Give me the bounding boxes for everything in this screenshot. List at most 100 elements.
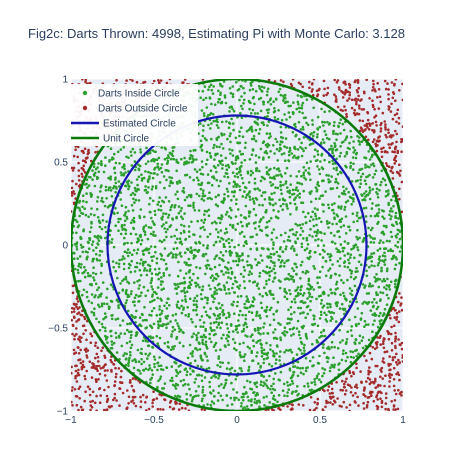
dart-inside-point [335, 222, 339, 226]
dart-inside-point [306, 123, 310, 127]
dart-outside-point [388, 372, 392, 376]
dart-inside-point [312, 224, 316, 228]
dart-inside-point [102, 317, 105, 321]
dart-inside-point [232, 388, 235, 391]
dart-inside-point [221, 201, 225, 205]
dart-outside-point [95, 380, 98, 384]
dart-inside-point [134, 198, 138, 202]
dart-inside-point [119, 217, 122, 221]
dart-inside-point [266, 386, 270, 390]
dart-inside-point [231, 171, 235, 174]
dart-inside-point [200, 219, 203, 222]
dart-outside-point [344, 389, 348, 392]
dart-inside-point [255, 314, 258, 318]
dart-inside-point [168, 304, 171, 307]
dart-inside-point [209, 392, 213, 395]
dart-inside-point [227, 343, 230, 347]
dart-outside-point [387, 165, 391, 168]
dart-inside-point [113, 152, 116, 156]
dart-inside-point [152, 290, 156, 294]
dart-inside-point [209, 156, 213, 159]
dart-inside-point [166, 322, 170, 325]
dart-inside-point [286, 186, 289, 189]
dart-inside-point [89, 213, 93, 216]
dart-inside-point [217, 97, 221, 101]
dart-inside-point [192, 204, 195, 207]
dart-inside-point [97, 239, 101, 242]
dart-inside-point [246, 335, 249, 338]
dart-outside-point [371, 128, 374, 132]
dart-inside-point [343, 265, 347, 268]
dart-outside-point [112, 398, 115, 402]
dart-inside-point [303, 94, 306, 98]
dart-inside-point [285, 297, 289, 301]
dart-inside-point [181, 217, 184, 221]
dart-inside-point [329, 276, 332, 280]
dart-inside-point [231, 149, 234, 152]
dart-inside-point [233, 175, 237, 178]
dart-inside-point [302, 166, 306, 169]
dart-outside-point [81, 408, 85, 411]
dart-inside-point [202, 306, 206, 309]
dart-inside-point [135, 178, 139, 181]
dart-inside-point [318, 276, 322, 279]
dart-inside-point [302, 149, 305, 153]
dart-inside-point [376, 196, 380, 199]
dart-outside-point [76, 300, 80, 303]
dart-inside-point [385, 269, 389, 273]
dart-inside-point [202, 189, 205, 192]
dart-inside-point [330, 311, 334, 314]
dart-inside-point [216, 283, 220, 287]
dart-outside-point [357, 86, 361, 90]
dart-outside-point [81, 363, 85, 367]
dart-inside-point [178, 341, 182, 345]
dart-inside-point [133, 304, 136, 307]
dart-inside-point [335, 186, 339, 190]
dart-inside-point [243, 91, 246, 95]
dart-inside-point [374, 280, 377, 283]
dart-inside-point [197, 209, 201, 212]
dart-inside-point [261, 141, 265, 144]
dart-inside-point [248, 305, 252, 309]
dart-inside-point [210, 376, 213, 380]
dart-inside-point [312, 288, 316, 291]
dart-inside-point [332, 130, 335, 133]
dart-outside-point [80, 166, 84, 170]
dart-inside-point [188, 297, 192, 301]
dart-inside-point [114, 190, 117, 194]
dart-outside-point [385, 350, 389, 353]
dart-outside-point [113, 380, 117, 383]
dart-outside-point [73, 192, 76, 196]
dart-outside-point [71, 191, 74, 195]
dart-inside-point [216, 274, 220, 278]
dart-outside-point [389, 363, 392, 366]
dart-inside-point [273, 252, 276, 256]
dart-inside-point [201, 325, 205, 329]
dart-inside-point [129, 346, 133, 350]
dart-inside-point [348, 261, 351, 265]
dart-inside-point [324, 133, 328, 136]
dart-inside-point [289, 306, 293, 309]
dart-inside-point [139, 324, 143, 328]
dart-outside-point [391, 358, 395, 362]
dart-inside-point [225, 322, 229, 326]
dart-inside-point [236, 263, 239, 267]
dart-outside-point [361, 119, 365, 123]
dart-outside-point [127, 402, 130, 405]
dart-inside-point [201, 285, 205, 288]
dart-inside-point [158, 336, 162, 340]
dart-outside-point [372, 130, 376, 134]
dart-inside-point [91, 178, 94, 181]
dart-inside-point [258, 261, 261, 265]
dart-inside-point [164, 147, 167, 151]
dart-outside-point [384, 123, 387, 126]
dart-inside-point [209, 169, 213, 172]
dart-inside-point [326, 120, 329, 124]
dart-inside-point [352, 193, 355, 196]
dart-inside-point [201, 89, 205, 93]
dart-inside-point [367, 150, 371, 153]
dart-outside-point [286, 405, 289, 408]
dart-inside-point [262, 332, 265, 335]
dart-inside-point [277, 393, 281, 397]
dart-outside-point [381, 377, 385, 380]
